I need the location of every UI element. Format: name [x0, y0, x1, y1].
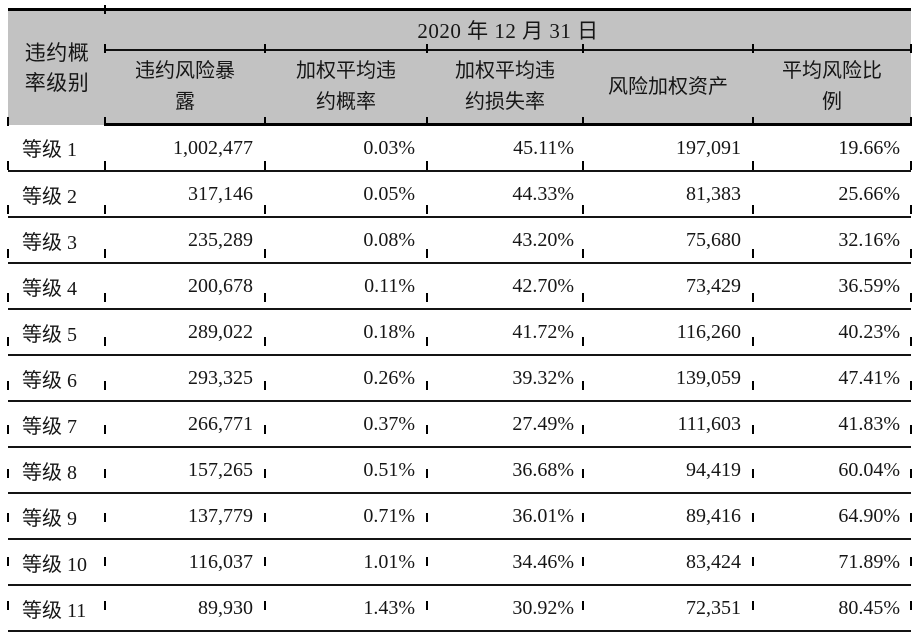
- avg-risk-cell: 71.89%: [753, 539, 912, 586]
- avg-risk-cell: 80.45%: [753, 585, 912, 632]
- table-row: 等级 2 317,146 0.05% 44.33% 81,383 25.66%: [8, 171, 912, 218]
- credit-risk-table-container: 违约概 率级别 2020 年 12 月 31 日 违约风险暴 露 加权平均违 约…: [8, 8, 912, 632]
- avg-risk-cell: 25.66%: [753, 171, 912, 218]
- ead-cell: 157,265: [105, 447, 265, 494]
- rwa-cell: 94,419: [583, 447, 753, 494]
- col-header-lgd: 加权平均违 约损失率: [427, 50, 583, 126]
- date-header: 2020 年 12 月 31 日: [105, 9, 912, 51]
- lgd-cell: 42.70%: [427, 263, 583, 310]
- pd-cell: 0.05%: [265, 171, 427, 218]
- rwa-cell: 139,059: [583, 355, 753, 402]
- col-header-avg-risk: 平均风险比 例: [753, 50, 912, 126]
- grade-cell: 等级 2: [8, 171, 105, 218]
- pd-cell: 0.71%: [265, 493, 427, 540]
- pd-cell: 0.37%: [265, 401, 427, 448]
- row-label-header: 违约概 率级别: [8, 9, 105, 125]
- grade-cell: 等级 7: [8, 401, 105, 448]
- table-row: 等级 6 293,325 0.26% 39.32% 139,059 47.41%: [8, 355, 912, 402]
- lgd-cell: 39.32%: [427, 355, 583, 402]
- pd-grade-table: 违约概 率级别 2020 年 12 月 31 日 违约风险暴 露 加权平均违 约…: [8, 8, 912, 632]
- col-header-pd: 加权平均违 约概率: [265, 50, 427, 126]
- table-row: 等级 7 266,771 0.37% 27.49% 111,603 41.83%: [8, 401, 912, 448]
- page: { "colors": { "header_bg": "#c2c2c2", "r…: [7, 5, 912, 632]
- table-row: 等级 5 289,022 0.18% 41.72% 116,260 40.23%: [8, 309, 912, 356]
- avg-risk-cell: 64.90%: [753, 493, 912, 540]
- ead-cell: 200,678: [105, 263, 265, 310]
- lgd-cell: 36.68%: [427, 447, 583, 494]
- rwa-cell: 81,383: [583, 171, 753, 218]
- ead-cell: 317,146: [105, 171, 265, 218]
- pd-cell: 0.18%: [265, 309, 427, 356]
- avg-risk-cell: 47.41%: [753, 355, 912, 402]
- ead-cell: 293,325: [105, 355, 265, 402]
- column-header-row: 违约风险暴 露 加权平均违 约概率 加权平均违 约损失率 风险加权资产 平均风险…: [8, 50, 912, 126]
- grade-cell: 等级 11: [8, 585, 105, 632]
- grade-cell: 等级 5: [8, 309, 105, 356]
- date-header-row: 违约概 率级别 2020 年 12 月 31 日: [8, 9, 912, 125]
- grade-cell: 等级 4: [8, 263, 105, 310]
- avg-risk-cell: 41.83%: [753, 401, 912, 448]
- lgd-cell: 45.11%: [427, 124, 583, 172]
- pd-cell: 0.26%: [265, 355, 427, 402]
- rwa-cell: 83,424: [583, 539, 753, 586]
- pd-cell: 0.51%: [265, 447, 427, 494]
- table-row: 等级 4 200,678 0.11% 42.70% 73,429 36.59%: [8, 263, 912, 310]
- rwa-cell: 89,416: [583, 493, 753, 540]
- rwa-cell: 75,680: [583, 217, 753, 264]
- pd-cell: 1.43%: [265, 585, 427, 632]
- grade-cell: 等级 6: [8, 355, 105, 402]
- lgd-cell: 44.33%: [427, 171, 583, 218]
- ead-cell: 89,930: [105, 585, 265, 632]
- rwa-cell: 197,091: [583, 124, 753, 172]
- avg-risk-cell: 19.66%: [753, 124, 912, 172]
- avg-risk-cell: 40.23%: [753, 309, 912, 356]
- table-row: 等级 9 137,779 0.71% 36.01% 89,416 64.90%: [8, 493, 912, 540]
- ead-cell: 137,779: [105, 493, 265, 540]
- pd-cell: 0.08%: [265, 217, 427, 264]
- pd-cell: 1.01%: [265, 539, 427, 586]
- rwa-cell: 116,260: [583, 309, 753, 356]
- table-row: 等级 11 89,930 1.43% 30.92% 72,351 80.45%: [8, 585, 912, 632]
- lgd-cell: 27.49%: [427, 401, 583, 448]
- grade-cell: 等级 8: [8, 447, 105, 494]
- table-row: 等级 1 1,002,477 0.03% 45.11% 197,091 19.6…: [8, 124, 912, 172]
- grade-cell: 等级 1: [8, 124, 105, 172]
- ead-cell: 116,037: [105, 539, 265, 586]
- rwa-cell: 111,603: [583, 401, 753, 448]
- col-header-ead: 违约风险暴 露: [105, 50, 265, 126]
- ead-cell: 235,289: [105, 217, 265, 264]
- table-row: 等级 8 157,265 0.51% 36.68% 94,419 60.04%: [8, 447, 912, 494]
- ead-cell: 289,022: [105, 309, 265, 356]
- grade-cell: 等级 10: [8, 539, 105, 586]
- lgd-cell: 30.92%: [427, 585, 583, 632]
- avg-risk-cell: 36.59%: [753, 263, 912, 310]
- pd-cell: 0.11%: [265, 263, 427, 310]
- lgd-cell: 43.20%: [427, 217, 583, 264]
- ead-cell: 266,771: [105, 401, 265, 448]
- table-row: 等级 10 116,037 1.01% 34.46% 83,424 71.89%: [8, 539, 912, 586]
- table-row: 等级 3 235,289 0.08% 43.20% 75,680 32.16%: [8, 217, 912, 264]
- avg-risk-cell: 60.04%: [753, 447, 912, 494]
- rwa-cell: 73,429: [583, 263, 753, 310]
- lgd-cell: 34.46%: [427, 539, 583, 586]
- grade-cell: 等级 9: [8, 493, 105, 540]
- ead-cell: 1,002,477: [105, 124, 265, 172]
- rwa-cell: 72,351: [583, 585, 753, 632]
- grade-cell: 等级 3: [8, 217, 105, 264]
- avg-risk-cell: 32.16%: [753, 217, 912, 264]
- pd-cell: 0.03%: [265, 124, 427, 172]
- lgd-cell: 41.72%: [427, 309, 583, 356]
- lgd-cell: 36.01%: [427, 493, 583, 540]
- col-header-rwa: 风险加权资产: [583, 50, 753, 126]
